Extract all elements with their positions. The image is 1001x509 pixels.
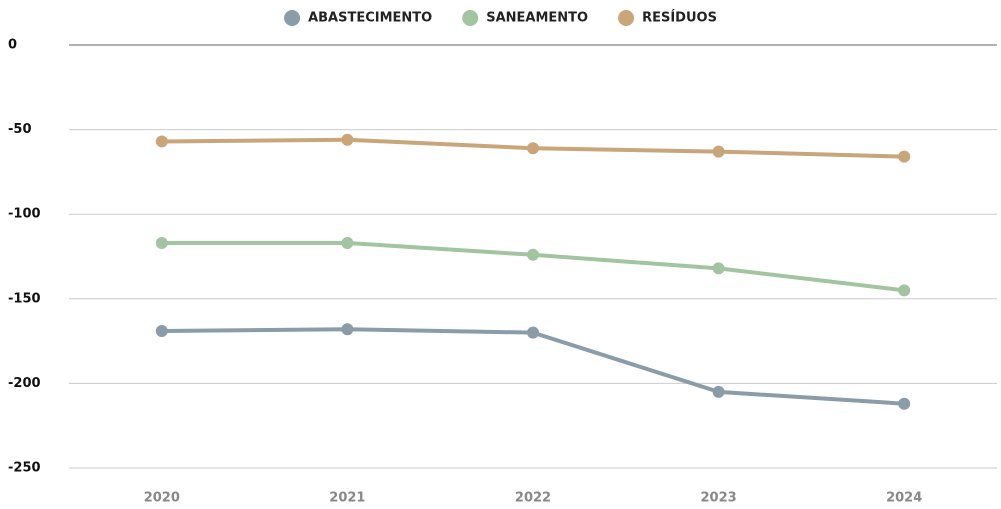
data-point: [712, 385, 725, 398]
legend: ABASTECIMENTO SANEAMENTO RESÍDUOS: [284, 10, 717, 27]
legend-item[interactable]: ABASTECIMENTO: [284, 10, 432, 26]
data-point: [898, 397, 911, 410]
data-point: [527, 142, 539, 155]
data-point: [341, 323, 354, 336]
y-tick-label: -200: [8, 376, 41, 391]
y-tick-label: -150: [8, 291, 41, 306]
y-tick-label: -100: [8, 207, 41, 222]
data-point: [898, 150, 911, 163]
legend-item[interactable]: RESÍDUOS: [618, 10, 717, 27]
legend-label: RESÍDUOS: [642, 10, 717, 26]
data-point: [341, 133, 354, 146]
data-point: [155, 324, 168, 337]
legend-item[interactable]: SANEAMENTO: [462, 10, 588, 26]
y-tick-label: -50: [8, 122, 32, 137]
legend-label: ABASTECIMENTO: [308, 11, 432, 26]
series-line: [161, 327, 905, 406]
x-tick-label: 2021: [329, 491, 365, 506]
data-point: [527, 326, 539, 339]
x-tick-label: 2020: [144, 491, 180, 506]
legend-swatch: [462, 10, 479, 26]
data-point: [155, 236, 168, 249]
y-tick-label: -250: [8, 461, 41, 476]
data-point: [712, 145, 725, 158]
legend-label: SANEAMENTO: [486, 11, 588, 26]
legend-swatch: [284, 10, 301, 26]
x-tick-label: 2023: [701, 491, 737, 506]
x-tick-label: 2024: [886, 491, 922, 506]
data-point: [527, 248, 539, 261]
legend-swatch: [618, 10, 635, 26]
y-tick-label: 0: [8, 38, 17, 53]
data-point: [898, 284, 911, 297]
x-tick-label: 2022: [515, 491, 551, 506]
data-point: [712, 262, 725, 275]
data-point: [155, 135, 168, 148]
data-point: [341, 236, 354, 249]
